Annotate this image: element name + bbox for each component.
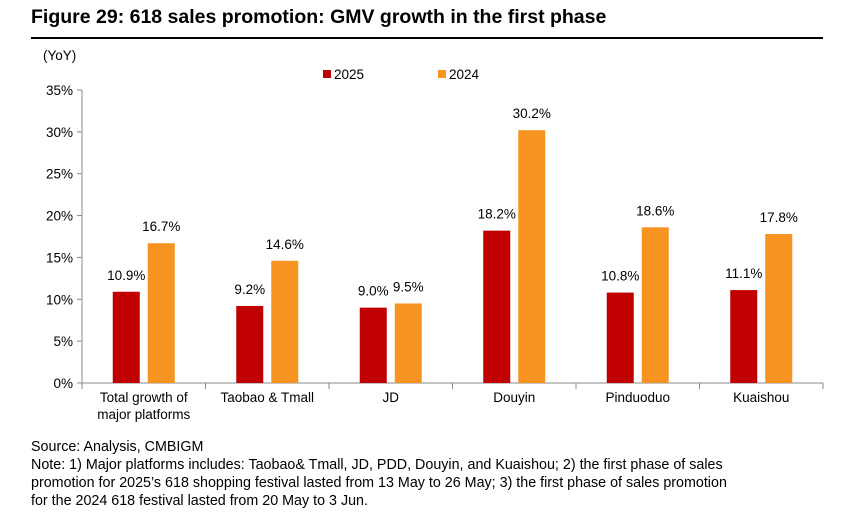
data-label-2025-3: 18.2% [478, 207, 516, 222]
bar-2025-3 [483, 230, 511, 383]
data-label-2025-4: 10.8% [601, 269, 639, 284]
x-category-label: major platforms [97, 407, 190, 422]
y-tick-label: 25% [46, 167, 73, 182]
x-category-label: JD [383, 390, 400, 405]
y-tick-label: 5% [53, 334, 73, 349]
x-category-label: Total growth of [100, 390, 188, 405]
y-tick-label: 20% [46, 209, 73, 224]
y-tick-label: 35% [46, 83, 73, 98]
bar-2024-3 [518, 130, 546, 383]
bar-2024-1 [271, 260, 299, 383]
bar-2025-5 [730, 290, 758, 383]
y-unit-label: (YoY) [43, 48, 76, 63]
legend-swatch-2024 [438, 70, 446, 78]
legend-label-2024: 2024 [449, 67, 480, 82]
x-category-label: Douyin [493, 390, 535, 405]
data-label-2025-2: 9.0% [358, 284, 389, 299]
bar-2024-4 [641, 227, 669, 383]
note-line-2: promotion for 2025’s 618 shopping festiv… [31, 475, 727, 491]
chart-footer: Source: Analysis, CMBIGM Note: 1) Major … [31, 438, 831, 510]
y-tick-label: 10% [46, 292, 73, 307]
y-tick-label: 30% [46, 125, 73, 140]
bar-2025-2 [359, 307, 387, 383]
data-label-2025-5: 11.1% [725, 266, 762, 281]
y-tick-label: 15% [46, 250, 73, 265]
legend-label-2025: 2025 [334, 67, 364, 82]
source-text: Source: Analysis, CMBIGM [31, 439, 204, 455]
note-line-1: Note: 1) Major platforms includes: Taoba… [31, 457, 723, 473]
data-label-2025-1: 9.2% [234, 282, 265, 297]
data-label-2025-0: 10.9% [107, 268, 145, 283]
bar-2025-0 [112, 291, 140, 383]
data-label-2024-4: 18.6% [636, 203, 674, 218]
data-label-2024-3: 30.2% [513, 106, 551, 121]
bar-2025-1 [236, 305, 264, 383]
data-label-2024-2: 9.5% [393, 279, 424, 294]
x-category-label: Taobao & Tmall [220, 390, 314, 405]
y-tick-label: 0% [53, 376, 73, 391]
note-line-3: for the 2024 618 festival lasted from 20… [31, 493, 368, 509]
x-category-label: Kuaishou [733, 390, 789, 405]
bar-2024-5 [765, 233, 793, 383]
title-divider [31, 37, 823, 39]
legend-swatch-2025 [323, 70, 331, 78]
data-label-2024-0: 16.7% [142, 219, 180, 234]
bar-2024-0 [147, 243, 175, 383]
data-label-2024-1: 14.6% [266, 237, 304, 252]
figure-title: Figure 29: 618 sales promotion: GMV grow… [31, 6, 607, 28]
bar-2025-4 [606, 292, 634, 383]
data-label-2024-5: 17.8% [760, 210, 798, 225]
x-category-label: Pinduoduo [605, 390, 670, 405]
bar-chart: (YoY) 0% 5% 10% 15% 20% 25% 30% 35% 10.9% 16.7% Tot… [43, 48, 824, 422]
bar-2024-2 [394, 303, 422, 383]
